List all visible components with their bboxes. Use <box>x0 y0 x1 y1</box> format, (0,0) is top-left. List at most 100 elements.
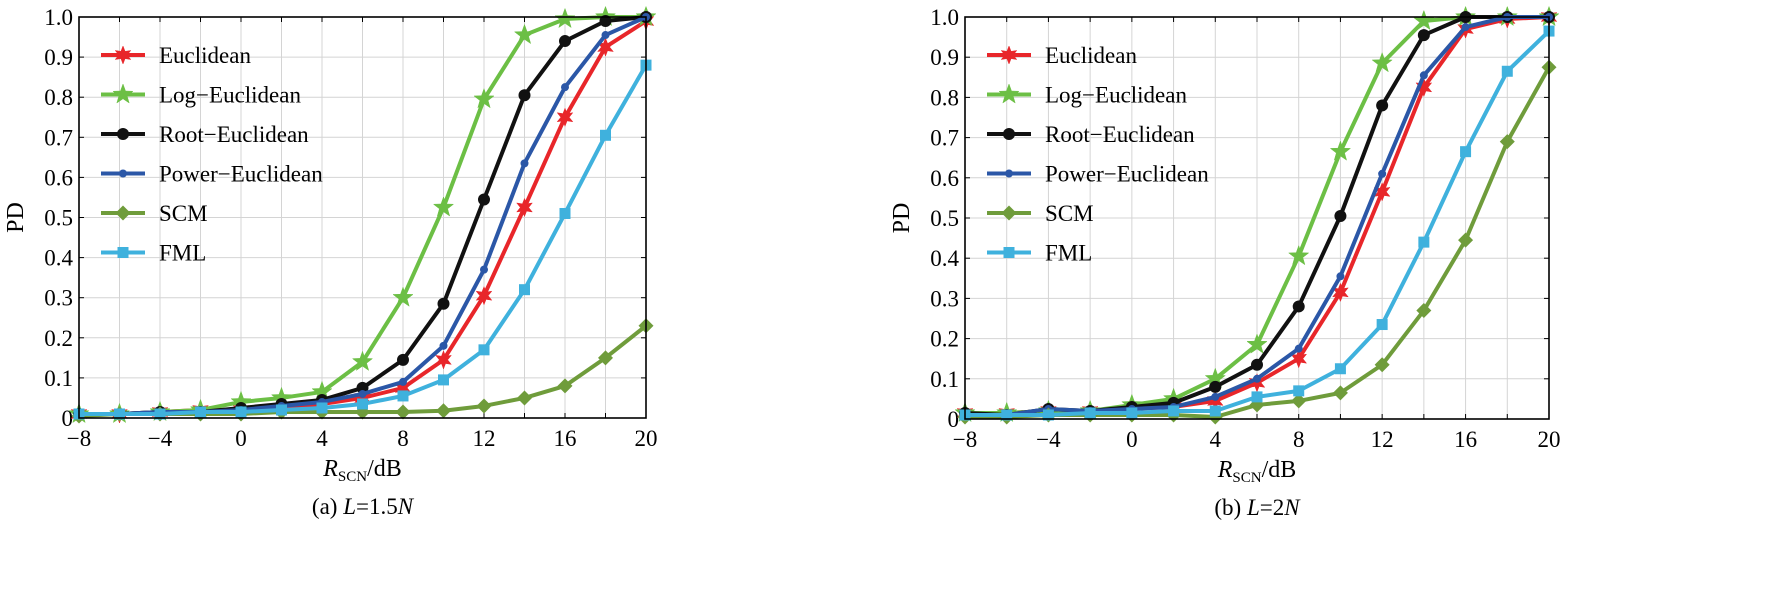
data-point <box>1334 209 1347 222</box>
data-point <box>1460 146 1472 158</box>
data-point <box>114 408 125 420</box>
legend-marker <box>1005 169 1013 178</box>
data-point <box>600 129 611 141</box>
data-point <box>1291 393 1307 409</box>
data-point <box>1376 99 1389 112</box>
data-point <box>513 23 536 45</box>
caption-var: L <box>1246 495 1260 520</box>
x-label-subscript: SCN <box>1232 470 1261 486</box>
x-label-var: R <box>1217 457 1233 483</box>
data-point <box>397 390 409 402</box>
axes-box <box>964 16 1550 420</box>
data-point <box>476 398 492 414</box>
data-point <box>475 286 493 306</box>
data-point <box>480 265 488 274</box>
data-point <box>1209 380 1222 393</box>
data-point <box>351 350 374 371</box>
legend-label: Log−Euclidean <box>159 83 301 108</box>
y-tick-label: 1.0 <box>930 5 959 30</box>
data-point <box>1374 357 1390 373</box>
legend-item: Root−Euclidean <box>101 122 309 147</box>
data-point <box>1211 392 1220 401</box>
legend-marker <box>1003 247 1015 258</box>
data-point <box>1419 71 1428 80</box>
y-tick-label: 0.1 <box>930 367 959 392</box>
data-point <box>399 377 407 386</box>
x-tick-label: 4 <box>316 426 328 451</box>
data-point <box>395 404 411 420</box>
data-point <box>235 406 247 418</box>
data-point <box>437 297 450 310</box>
data-point <box>559 35 571 48</box>
legend-label: Root−Euclidean <box>1045 122 1195 147</box>
legend: Euclidean Log−Euclidean Root−Euclidean Powe… <box>987 43 1209 266</box>
y-tick-label: 0.2 <box>930 327 959 352</box>
data-point <box>1416 302 1432 318</box>
x-label-var: R <box>322 456 338 482</box>
legend-marker <box>1003 128 1015 140</box>
data-point <box>599 15 612 28</box>
x-tick-label: 0 <box>235 426 247 451</box>
legend-label: Power−Euclidean <box>159 162 323 187</box>
x-axis-label: RSCN/dB <box>322 456 402 485</box>
data-point <box>1458 232 1474 248</box>
legend-item: Root−Euclidean <box>987 122 1195 147</box>
data-point <box>518 89 531 102</box>
legend-label: Euclidean <box>159 43 251 68</box>
legend-label: SCM <box>159 201 208 226</box>
data-point <box>316 402 328 414</box>
y-tick-label: 0 <box>948 407 960 432</box>
data-point <box>1376 319 1388 331</box>
data-point <box>554 7 576 29</box>
x-tick-label: 20 <box>1538 427 1561 452</box>
y-axis-label: PD <box>3 202 29 233</box>
legend-marker <box>1000 45 1018 65</box>
data-point <box>439 341 448 350</box>
legend-item: FML <box>101 241 206 266</box>
legend-item: Power−Euclidean <box>987 162 1209 187</box>
series-group <box>68 5 657 424</box>
y-axis-label: PD <box>889 203 915 234</box>
y-tick-label: 0.4 <box>930 246 959 271</box>
chart-panel-a: −8 −4 0 4 8 12 16 20 0 0.1 0.2 0.3 0.4 0.5 0.6 0.7 0.8 0.… <box>3 5 658 519</box>
legend-item: Log−Euclidean <box>987 83 1187 108</box>
data-point <box>154 408 166 420</box>
y-tick-label: 0.3 <box>930 286 959 311</box>
caption-var: L <box>342 494 356 519</box>
data-point <box>559 207 571 219</box>
x-tick-label: 12 <box>473 426 496 451</box>
data-point <box>1334 363 1346 375</box>
data-point <box>1293 385 1305 397</box>
data-point <box>1084 407 1096 419</box>
panel-caption: (b) L=2N <box>1214 495 1301 520</box>
data-point <box>478 193 490 206</box>
y-tick-label: 0.5 <box>44 206 73 231</box>
legend-marker <box>114 45 132 65</box>
legend-label: Root−Euclidean <box>159 122 309 147</box>
y-tick-label: 1.0 <box>44 5 73 30</box>
data-point <box>1246 333 1268 354</box>
y-tick-label: 0.7 <box>930 126 959 151</box>
data-point <box>519 284 530 296</box>
y-tick-label: 0.6 <box>44 165 73 190</box>
data-point <box>1168 405 1180 417</box>
legend-label: FML <box>159 241 206 266</box>
data-point <box>478 344 490 356</box>
legend-label: Power−Euclidean <box>1045 162 1209 187</box>
data-point <box>1292 300 1305 313</box>
x-tick-label: 0 <box>1126 427 1138 452</box>
y-tick-label: 0.9 <box>930 45 959 70</box>
y-tick-label: 0.2 <box>44 326 73 351</box>
legend-marker <box>998 83 1020 104</box>
data-point <box>1253 374 1261 383</box>
legend-item: SCM <box>101 201 208 226</box>
x-label-subscript: SCN <box>338 469 367 485</box>
legend-label: Euclidean <box>1045 43 1137 68</box>
x-tick-label: 20 <box>635 426 658 451</box>
y-tick-label: 0.1 <box>44 366 73 391</box>
data-point <box>1336 272 1345 281</box>
legend-item: Euclidean <box>101 43 251 68</box>
data-point <box>1294 344 1303 353</box>
y-tick-label: 0.5 <box>930 206 959 231</box>
legend-item: Power−Euclidean <box>101 162 323 187</box>
